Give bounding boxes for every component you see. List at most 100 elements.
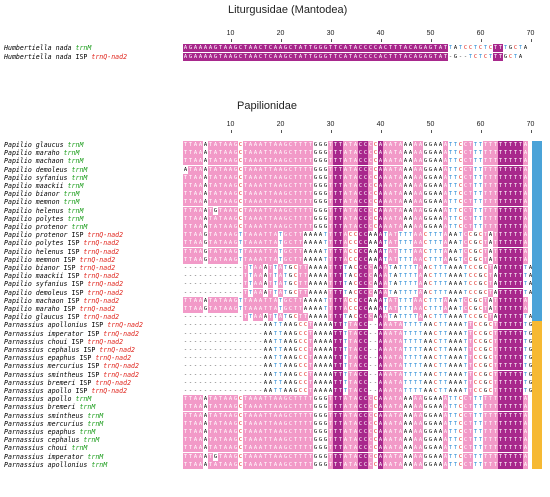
base: G — [423, 396, 428, 403]
base: C — [483, 265, 488, 271]
base: C — [353, 240, 358, 247]
base: T — [468, 452, 473, 461]
base: G — [483, 322, 488, 329]
base: C — [468, 232, 473, 239]
base: A — [253, 452, 258, 461]
base: G — [313, 420, 318, 427]
base: A — [488, 297, 493, 304]
base: T — [408, 330, 413, 337]
base: T — [483, 403, 488, 412]
base: T — [333, 337, 338, 346]
base: G — [288, 289, 293, 296]
base: A — [273, 255, 278, 264]
base: A — [443, 173, 448, 182]
base: T — [333, 387, 338, 395]
base: T — [333, 288, 338, 297]
base: C — [373, 158, 378, 165]
base: A — [403, 174, 408, 181]
base: T — [333, 231, 338, 240]
base: A — [318, 289, 323, 296]
base: C — [288, 411, 293, 420]
base: T — [448, 207, 453, 214]
base: T — [498, 460, 503, 469]
base: A — [248, 165, 253, 174]
base: - — [233, 273, 238, 280]
base: T — [513, 296, 518, 305]
sequence-label: Papilio maraho ISP trnQ-nad2 — [4, 305, 115, 313]
base: A — [198, 419, 203, 428]
base: T — [413, 322, 418, 329]
base: T — [333, 411, 338, 420]
base: C — [373, 174, 378, 181]
base: T — [263, 239, 268, 248]
base: G — [283, 190, 288, 199]
base: T — [208, 452, 213, 461]
base: - — [223, 338, 228, 345]
base: T — [438, 371, 443, 378]
base: T — [503, 362, 508, 371]
base: T — [183, 223, 188, 231]
base: T — [333, 198, 338, 207]
base: A — [433, 215, 438, 222]
species-name: Parnassius choui — [4, 444, 72, 453]
base: C — [368, 53, 373, 61]
base: C — [288, 403, 293, 412]
base: A — [523, 247, 528, 256]
base: - — [188, 330, 193, 337]
base: A — [278, 280, 283, 289]
base: C — [258, 44, 263, 52]
base: A — [203, 445, 208, 452]
base: A — [248, 411, 253, 420]
base: - — [188, 314, 193, 321]
base: A — [413, 44, 418, 52]
base: T — [513, 239, 518, 248]
gene-name: trnQ-nad2 — [83, 247, 120, 256]
base: T — [508, 436, 513, 445]
base: G — [323, 396, 328, 403]
base: T — [478, 420, 483, 427]
base: T — [188, 403, 193, 412]
base: - — [188, 322, 193, 329]
base: A — [253, 231, 258, 240]
base: G — [323, 150, 328, 157]
base: T — [453, 437, 458, 444]
base: T — [488, 288, 493, 297]
base: T — [468, 54, 473, 60]
base: T — [513, 329, 518, 338]
base: T — [338, 165, 343, 174]
base: T — [263, 206, 268, 215]
base: A — [438, 461, 443, 468]
base: T — [438, 379, 443, 386]
base: G — [213, 53, 218, 61]
base: A — [418, 223, 423, 231]
base: T — [263, 395, 268, 404]
base: C — [303, 322, 308, 329]
base: G — [323, 437, 328, 444]
base: T — [183, 444, 188, 453]
base: T — [393, 231, 398, 240]
base: A — [253, 247, 258, 256]
base: T — [393, 198, 398, 207]
base: T — [438, 240, 443, 247]
base: A — [408, 445, 413, 452]
base: A — [408, 142, 413, 148]
base: - — [208, 363, 213, 370]
base: A — [383, 346, 388, 354]
base: C — [238, 142, 243, 148]
base: T — [328, 223, 333, 231]
base: - — [198, 388, 203, 394]
base: T — [323, 240, 328, 247]
base: - — [463, 54, 468, 60]
sequence-label: Papilio maraho trnM — [4, 149, 79, 157]
base: A — [453, 347, 458, 353]
base: C — [428, 289, 433, 296]
base: T — [298, 288, 303, 297]
species-name: Papilio demoleus — [4, 288, 72, 297]
base: A — [423, 314, 428, 321]
base: T — [438, 306, 443, 312]
base: - — [238, 371, 243, 378]
base: A — [213, 411, 218, 420]
base: T — [268, 165, 273, 174]
